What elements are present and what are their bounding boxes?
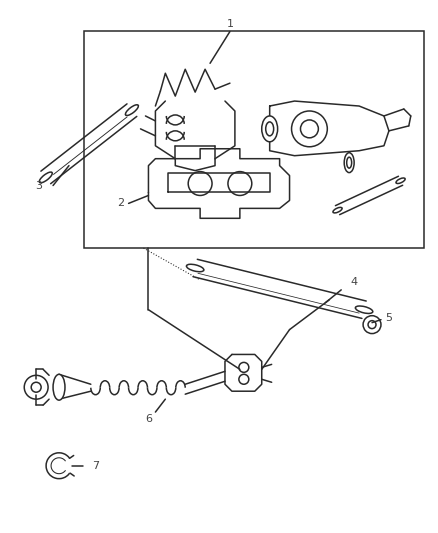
Ellipse shape [354,306,372,313]
Ellipse shape [39,172,52,183]
Ellipse shape [53,374,65,400]
Ellipse shape [261,116,277,142]
Text: 2: 2 [117,198,124,208]
Ellipse shape [186,264,203,272]
Text: 3: 3 [35,181,42,190]
Text: 5: 5 [385,313,392,322]
Ellipse shape [265,122,273,136]
Text: 6: 6 [145,414,152,424]
Text: 1: 1 [226,19,233,29]
Polygon shape [84,31,423,248]
Ellipse shape [332,207,341,213]
Ellipse shape [346,157,351,168]
Ellipse shape [125,105,138,116]
Ellipse shape [395,178,404,183]
Text: 7: 7 [92,461,99,471]
Text: 4: 4 [350,277,357,287]
Ellipse shape [343,153,353,173]
